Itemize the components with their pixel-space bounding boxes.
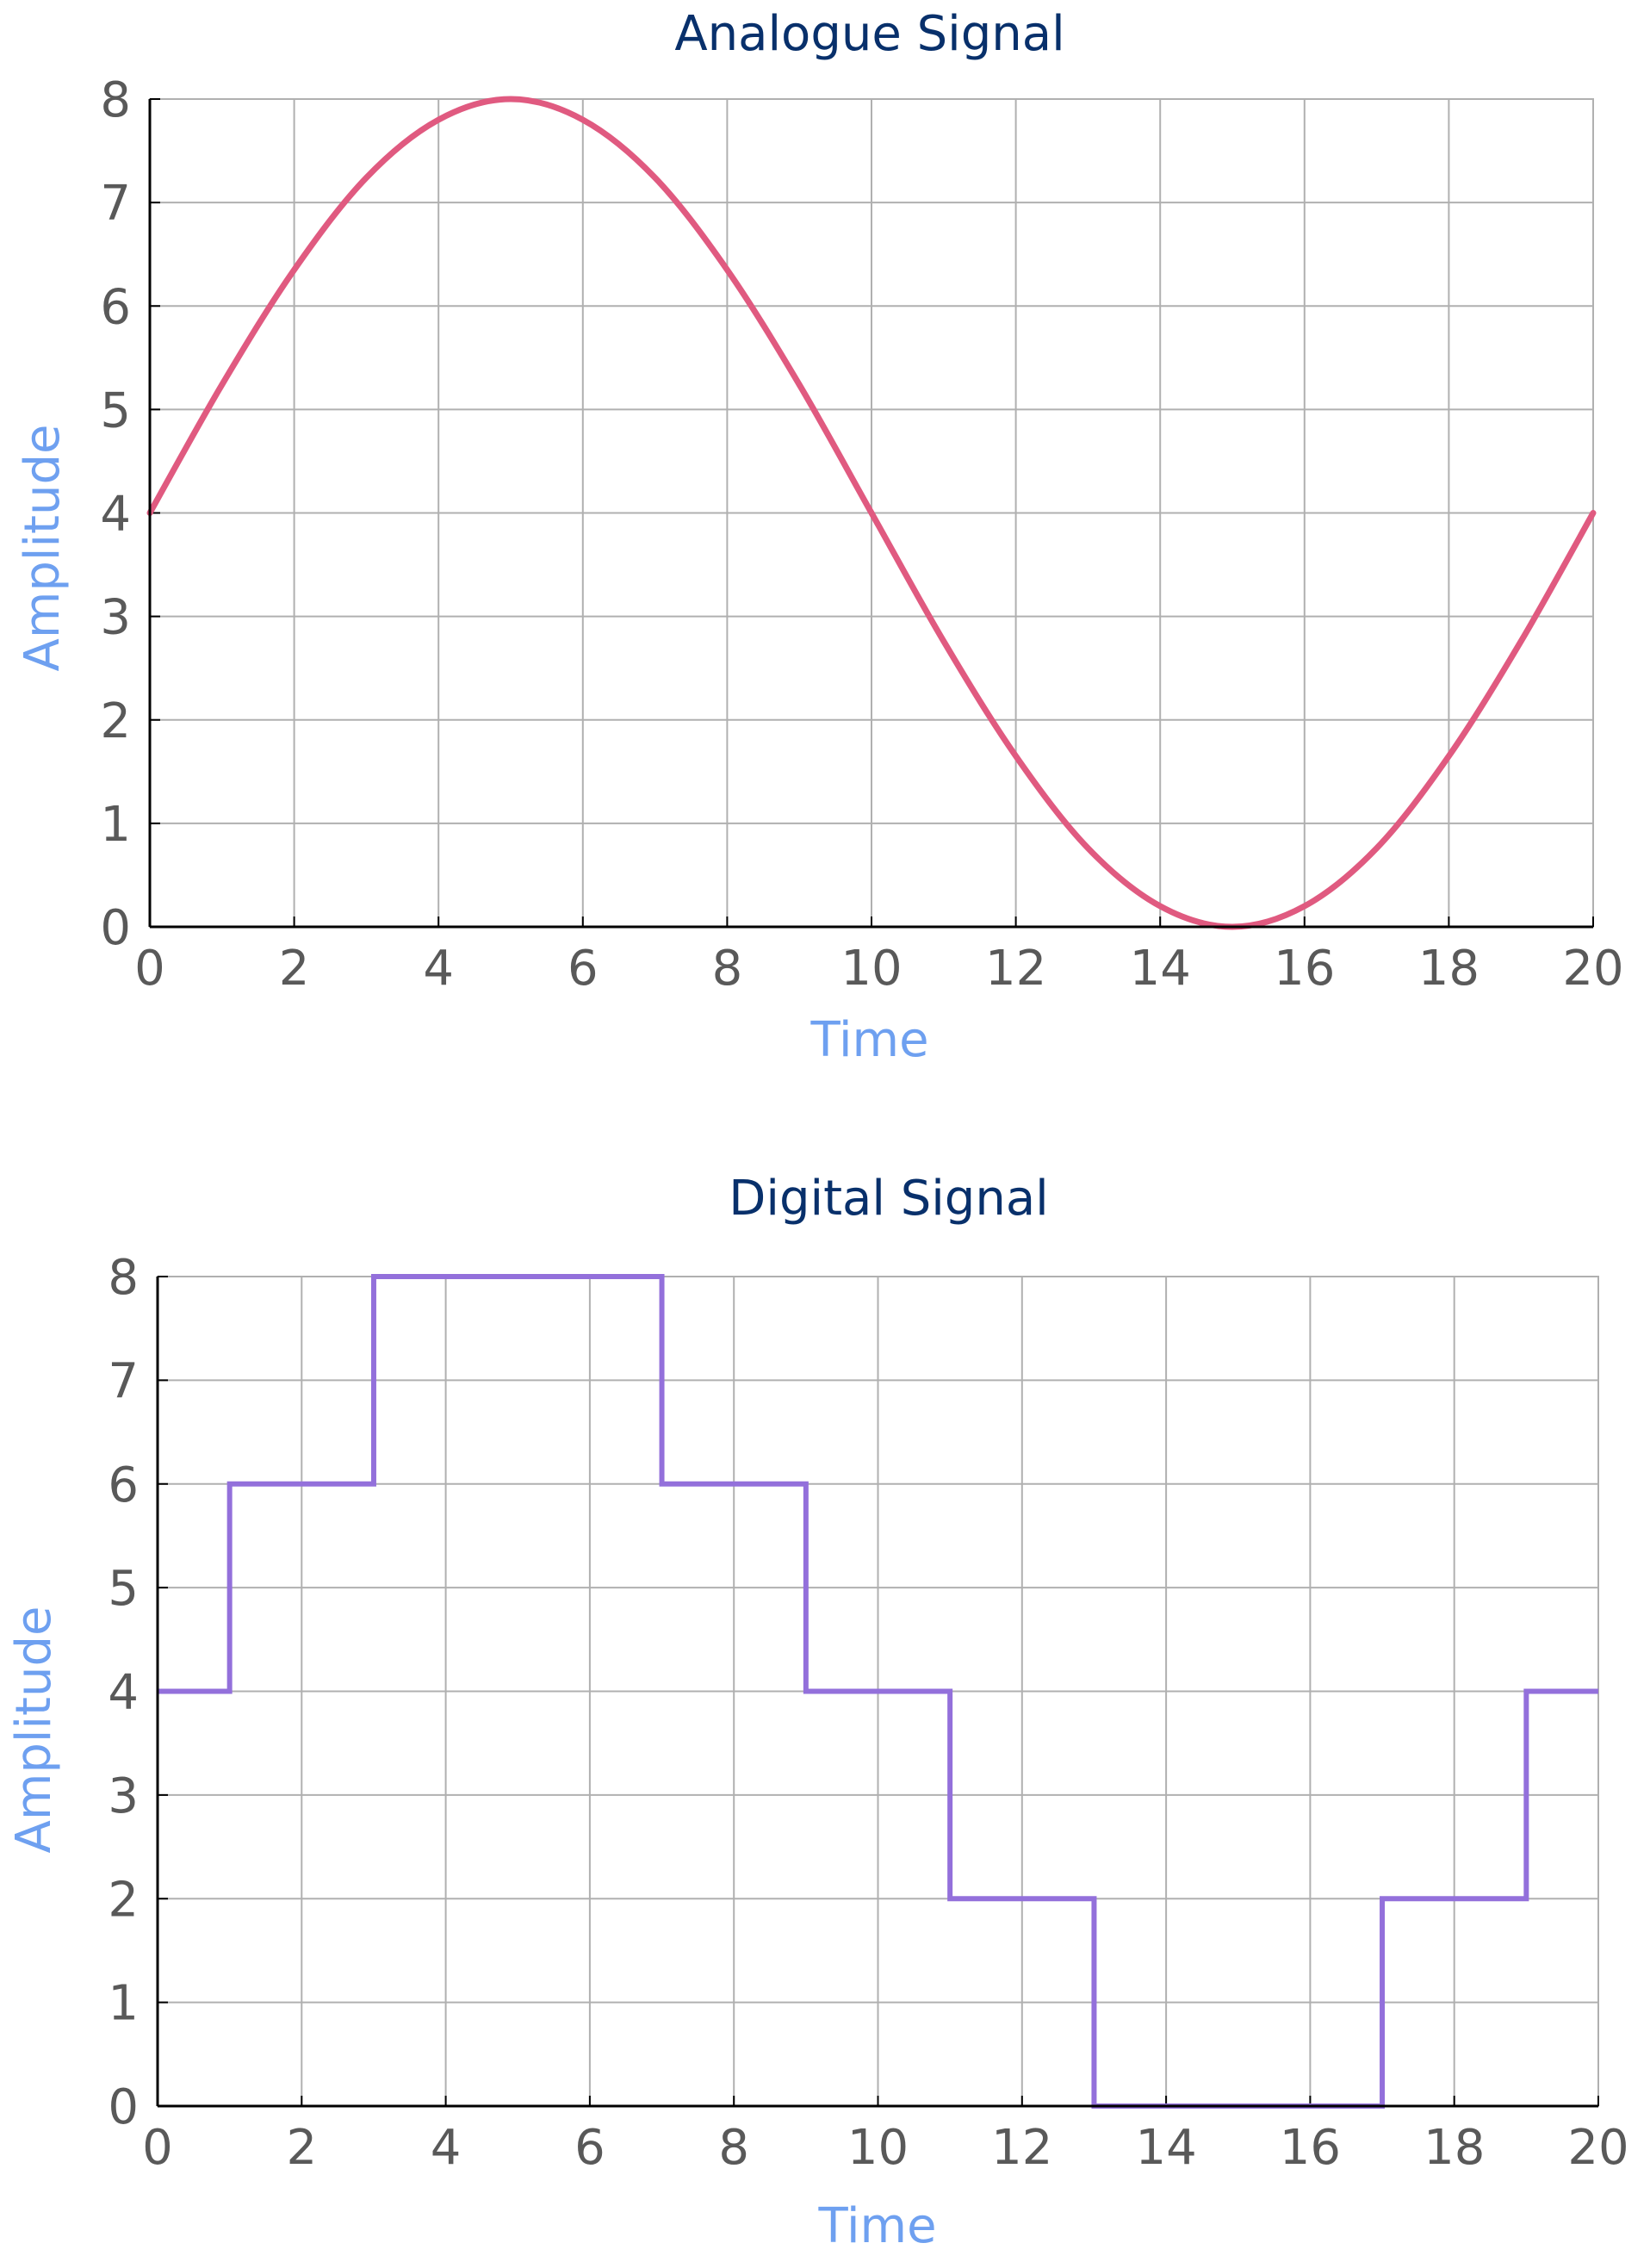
y-tick-labels: 0 1 2 3 4 5 6 7 8 <box>100 72 160 956</box>
y-tick-label: 3 <box>100 590 131 646</box>
x-axis-label: Time <box>809 1012 928 1068</box>
chart-title: Analogue Signal <box>674 6 1064 62</box>
y-tick-label: 1 <box>100 797 131 853</box>
y-tick-label: 5 <box>108 1561 139 1617</box>
x-tick-label: 10 <box>841 941 902 997</box>
x-tick-labels: 0 2 4 6 8 10 12 14 16 18 20 <box>134 917 1624 997</box>
x-tick-label: 8 <box>718 2120 749 2176</box>
y-tick-label: 7 <box>100 176 131 232</box>
x-tick-label: 2 <box>286 2120 317 2176</box>
x-tick-label: 4 <box>431 2120 462 2176</box>
y-axis-label: Amplitude <box>6 1606 62 1854</box>
x-tick-label: 8 <box>712 941 743 997</box>
x-tick-label: 10 <box>847 2120 909 2176</box>
x-tick-label: 2 <box>279 941 310 997</box>
x-tick-label: 0 <box>142 2120 173 2176</box>
y-tick-label: 2 <box>108 1872 139 1928</box>
x-tick-label: 14 <box>1130 941 1191 997</box>
x-tick-label: 12 <box>985 941 1046 997</box>
y-tick-label: 8 <box>108 1250 139 1306</box>
y-tick-label: 4 <box>100 487 131 543</box>
x-tick-label: 14 <box>1135 2120 1196 2176</box>
chart-title: Digital Signal <box>729 1171 1048 1227</box>
x-tick-label: 6 <box>568 941 599 997</box>
y-tick-label: 4 <box>108 1665 139 1721</box>
series-line <box>146 96 1597 930</box>
y-tick-label: 5 <box>100 382 131 438</box>
y-tick-label: 3 <box>108 1768 139 1824</box>
x-tick-label: 12 <box>991 2120 1052 2176</box>
y-tick-label: 7 <box>108 1353 139 1409</box>
x-tick-label: 4 <box>423 941 454 997</box>
series-line <box>158 1274 1598 2109</box>
analogue-chart: Analogue Signal 0 2 4 6 8 10 12 14 16 18 20 012345… <box>15 6 1624 1068</box>
x-tick-label: 16 <box>1274 941 1335 997</box>
y-tick-label: 2 <box>100 693 131 749</box>
series <box>146 96 1597 930</box>
y-tick-label: 0 <box>108 2079 139 2135</box>
y-tick-label: 6 <box>108 1457 139 1513</box>
y-tick-label: 0 <box>100 900 131 956</box>
x-tick-label: 6 <box>574 2120 605 2176</box>
digital-chart: Digital Signal 0 2 4 6 8 10 12 14 16 18 20 0123456… <box>6 1171 1629 2254</box>
x-tick-label: 20 <box>1562 941 1623 997</box>
x-tick-label: 0 <box>134 941 165 997</box>
x-tick-label: 20 <box>1567 2120 1628 2176</box>
y-tick-label: 6 <box>100 279 131 335</box>
series <box>158 1274 1598 2109</box>
x-tick-label: 16 <box>1280 2120 1341 2176</box>
x-tick-label: 18 <box>1424 2120 1485 2176</box>
y-tick-label: 1 <box>108 1976 139 2032</box>
x-tick-labels: 0 2 4 6 8 10 12 14 16 18 20 <box>142 2096 1629 2176</box>
x-tick-label: 18 <box>1418 941 1479 997</box>
y-tick-label: 8 <box>100 72 131 128</box>
x-axis-label: Time <box>817 2198 936 2254</box>
y-axis-label: Amplitude <box>15 425 71 672</box>
